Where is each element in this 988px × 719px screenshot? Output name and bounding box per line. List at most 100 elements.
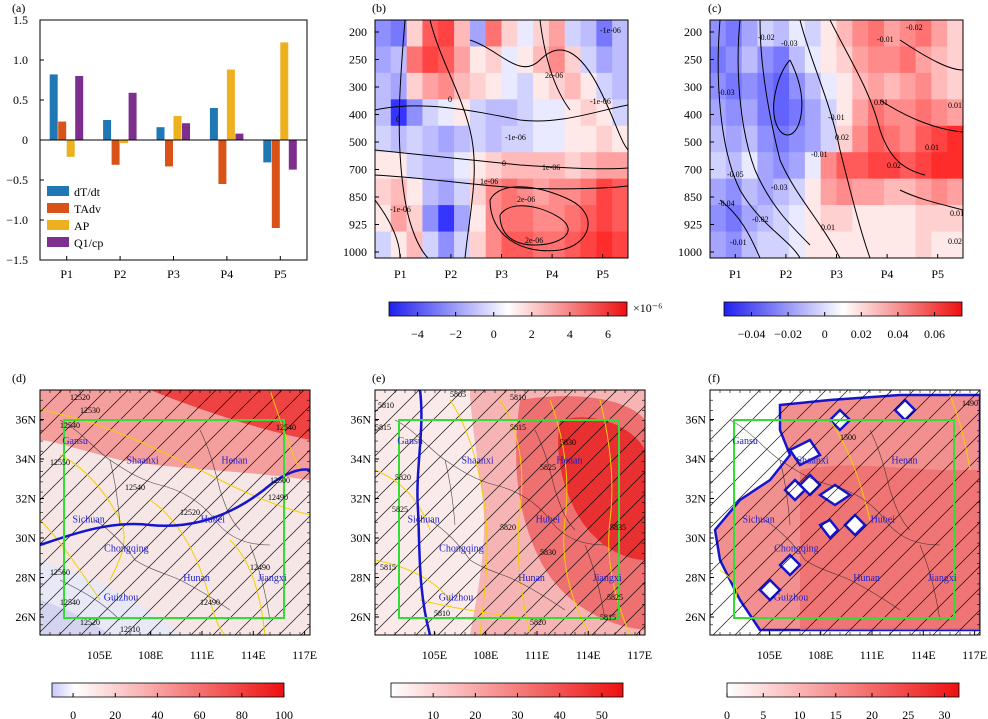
colorbar-tick-label: 4 [567, 327, 573, 341]
heat-cell [804, 231, 822, 258]
heat-cell [580, 178, 597, 206]
y-tick-label: 700 [349, 163, 367, 177]
heat-cell [789, 46, 806, 74]
heat-cell [517, 125, 534, 153]
province-label-guizhou: Guizhou [104, 593, 138, 604]
province-label-shaanxi: Shaanxi [126, 456, 158, 467]
lat-tick-label: 30N [685, 531, 706, 545]
heat-cell [915, 125, 932, 153]
colorbar-tick-label: 0 [822, 327, 828, 341]
legend-label-AP: AP [74, 219, 90, 233]
heat-cell [422, 178, 439, 206]
heat-cell [868, 46, 885, 74]
heat-cell [501, 178, 518, 206]
legend-swatch-Q1 [47, 237, 69, 247]
colorbar-tick-label: 80 [236, 708, 248, 719]
heat-cell [580, 20, 597, 47]
panel-f-contour-labels: 1490 1500 [840, 399, 978, 442]
colorbar-tick-label: −0.04 [738, 327, 766, 341]
heat-cell [454, 205, 471, 233]
heat-cell [804, 46, 822, 74]
heat-cell [883, 72, 901, 100]
heat-cell [406, 152, 423, 180]
heat-cell [710, 178, 727, 206]
province-label-guizhou: Guizhou [439, 593, 473, 604]
heat-cell [947, 152, 963, 180]
heat-cell [899, 72, 917, 100]
heat-cell [741, 72, 758, 100]
contour-label: 0.01 [950, 209, 964, 218]
heat-cell [485, 152, 502, 180]
heat-cell [947, 231, 963, 258]
heat-cell [836, 99, 853, 127]
colorbar-gradient [51, 682, 285, 698]
contour-label: 2e-06 [545, 71, 563, 80]
panel-f-boundaries [729, 419, 941, 621]
heat-cell [580, 72, 597, 100]
heat-cell [852, 20, 869, 47]
colorbar-tick-label: 0.02 [851, 327, 872, 341]
panel-d-map: (d) [12, 371, 317, 719]
heat-cell [725, 46, 743, 74]
heat-cell [710, 72, 727, 100]
heat-cell [422, 231, 439, 258]
province-label-hubei: Hubei [536, 514, 561, 525]
heat-cell [422, 99, 439, 127]
heat-cell [612, 178, 628, 206]
province-label-jiangxi: Jiangxi [258, 573, 287, 584]
panel-e-study-box [398, 419, 620, 619]
heat-cell [438, 178, 455, 206]
contour-label: 5810 [378, 401, 394, 410]
hatch-line [547, 537, 645, 635]
contour-label: -0.01 [828, 113, 845, 122]
lat-tick-label: 34N [685, 452, 706, 466]
province-label-hunan: Hunan [183, 573, 210, 584]
hatch-line [393, 390, 640, 635]
heat-cell [422, 152, 439, 180]
heat-cell [931, 20, 948, 47]
heat-cell [868, 125, 885, 153]
heat-cell [612, 125, 628, 153]
heat-cell [899, 152, 917, 180]
legend-swatch-AP [47, 220, 69, 230]
heat-cell [612, 152, 628, 180]
hatch-line [710, 390, 805, 485]
hatch-line [146, 471, 310, 635]
y-tick-label: 400 [349, 108, 367, 122]
y-tick-label: 300 [684, 80, 702, 94]
heat-cell [438, 20, 455, 47]
panel-b-contour-labels: -1e-06 0 0 -1e-06 -1e-06 0 1e-06 1e-06 2… [390, 26, 621, 245]
heat-cell [580, 152, 597, 180]
province-label-sichuan: Sichuan [72, 514, 104, 525]
heat-cell [820, 178, 837, 206]
heat-cell [804, 178, 822, 206]
lat-tick-label: 26N [685, 610, 706, 624]
province-label-gansu: Gansu [732, 436, 758, 447]
heat-cell [757, 152, 774, 180]
y-tick-label: 700 [684, 163, 702, 177]
hatch-line [710, 390, 827, 507]
y-tick-label: 1000 [343, 245, 367, 259]
heat-cell [612, 20, 628, 47]
heat-cell [836, 72, 853, 100]
heat-cell [820, 205, 837, 233]
contour-label: 5820 [530, 618, 546, 627]
heat-cell [564, 152, 582, 180]
hatch-line [375, 390, 486, 501]
heat-cell [947, 205, 963, 233]
bar-dTdt-P3 [156, 127, 165, 140]
hatch-line [124, 449, 310, 635]
contour-label: 5825 [540, 463, 556, 472]
x-tick-label: P4 [881, 267, 894, 281]
panel-e-axes: 105E 108E 111E 114E 117E 26N 28N 30N 32N 34N 36N [350, 389, 652, 662]
contour-label: 5825 [607, 593, 623, 602]
panel-a-label: (a) [12, 1, 25, 15]
y-tick-label: 0.5 [13, 93, 28, 107]
heat-cell [501, 205, 518, 233]
heat-cell [422, 72, 439, 100]
lon-tick-label: 108E [473, 648, 498, 662]
contour-label: 12540 [125, 483, 145, 492]
y-tick-label: 925 [684, 218, 702, 232]
hatch-line [525, 515, 645, 635]
x-tick-label: P5 [274, 267, 287, 281]
